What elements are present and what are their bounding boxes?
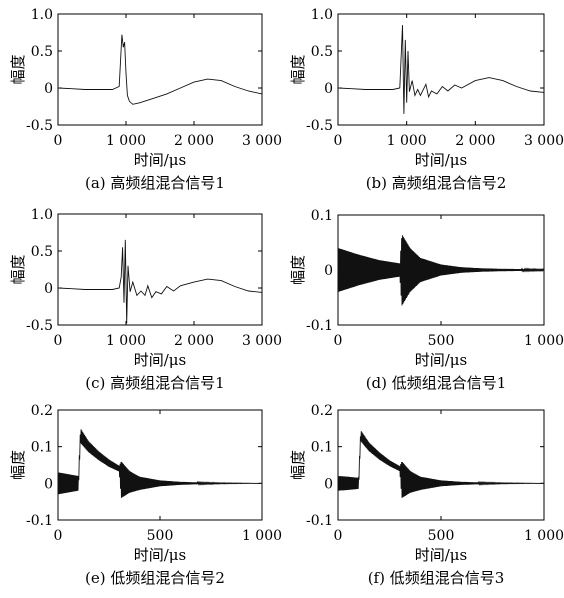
x-tick-label: 1 000 — [387, 133, 427, 149]
y-tick-label: 1.0 — [31, 7, 53, 23]
y-tick-label: -0.5 — [26, 318, 53, 334]
x-tick-label: 1 000 — [524, 333, 564, 349]
y-tick-label: -0.1 — [306, 513, 333, 529]
panel-caption: (d) 低频组混合信号1 — [366, 374, 507, 392]
y-axis-label: 幅度 — [9, 254, 27, 284]
x-tick-label: 3 000 — [242, 133, 282, 149]
panel-caption: (e) 低频组混合信号2 — [85, 569, 225, 587]
y-tick-label: 0.1 — [311, 208, 333, 224]
y-tick-label: -0.1 — [306, 318, 333, 334]
y-tick-label: 0.1 — [31, 440, 53, 456]
plot-frame — [337, 409, 545, 521]
y-tick-label: -0.5 — [26, 118, 53, 134]
x-axis-label: 时间/μs — [134, 351, 187, 369]
y-tick-label: 0 — [44, 476, 53, 492]
x-tick-label: 0 — [334, 333, 343, 349]
signal-line — [337, 431, 544, 498]
x-tick-label: 2 000 — [174, 133, 214, 149]
x-axis-label: 时间/μs — [134, 151, 187, 169]
x-tick-label: 0 — [334, 528, 343, 544]
x-tick-label: 0 — [54, 333, 63, 349]
y-axis-label: 幅度 — [289, 255, 307, 285]
plot-frame — [57, 409, 263, 521]
y-tick-label: 0.1 — [311, 440, 333, 456]
panel-caption: (c) 高频组混合信号1 — [85, 374, 224, 392]
x-tick-label: 0 — [54, 133, 63, 149]
y-tick-label: -0.5 — [306, 118, 333, 134]
x-tick-label: 1 000 — [524, 528, 564, 544]
y-axis-label: 幅度 — [289, 54, 307, 84]
x-tick-label: 2 000 — [174, 333, 214, 349]
y-tick-label: 0.5 — [311, 44, 333, 60]
y-axis-label: 幅度 — [9, 54, 27, 84]
panel-caption: (b) 高频组混合信号2 — [366, 174, 507, 192]
x-tick-label: 1 000 — [242, 528, 282, 544]
signal-line — [57, 429, 262, 498]
x-axis-label: 时间/μs — [415, 351, 468, 369]
signal-line — [337, 25, 545, 114]
signal-line — [57, 239, 263, 324]
x-tick-label: 1 000 — [106, 333, 146, 349]
x-tick-label: 0 — [334, 133, 343, 149]
x-tick-label: 1 000 — [106, 133, 146, 149]
y-tick-label: 0 — [324, 476, 333, 492]
panel-caption: (f) 低频组混合信号3 — [368, 569, 505, 587]
plot-frame — [337, 13, 545, 126]
y-tick-label: 0.2 — [311, 403, 333, 419]
panel-caption: (a) 高频组混合信号1 — [85, 174, 225, 192]
y-tick-label: 0 — [324, 263, 333, 279]
x-axis-label: 时间/μs — [134, 546, 187, 564]
signal-line — [337, 235, 545, 306]
y-axis-label: 幅度 — [289, 450, 307, 480]
y-axis-label: 幅度 — [9, 450, 27, 480]
signal-line — [57, 34, 263, 105]
x-tick-label: 3 000 — [242, 333, 282, 349]
x-tick-label: 500 — [428, 528, 455, 544]
y-tick-label: 0 — [44, 81, 53, 97]
plot-frame — [57, 13, 263, 126]
y-tick-label: 0 — [44, 281, 53, 297]
x-axis-label: 时间/μs — [415, 151, 468, 169]
y-tick-label: 0.5 — [31, 44, 53, 60]
x-tick-label: 0 — [54, 528, 63, 544]
y-tick-label: 0.5 — [31, 244, 53, 260]
y-tick-label: 1.0 — [311, 7, 333, 23]
x-tick-label: 2 000 — [455, 133, 495, 149]
plot-frame — [57, 213, 263, 326]
y-tick-label: 1.0 — [31, 207, 53, 223]
y-tick-label: 0 — [324, 81, 333, 97]
x-tick-label: 500 — [147, 528, 174, 544]
x-tick-label: 500 — [428, 333, 455, 349]
x-tick-label: 3 000 — [524, 133, 564, 149]
x-axis-label: 时间/μs — [415, 546, 468, 564]
y-tick-label: -0.1 — [26, 513, 53, 529]
y-tick-label: 0.2 — [31, 403, 53, 419]
